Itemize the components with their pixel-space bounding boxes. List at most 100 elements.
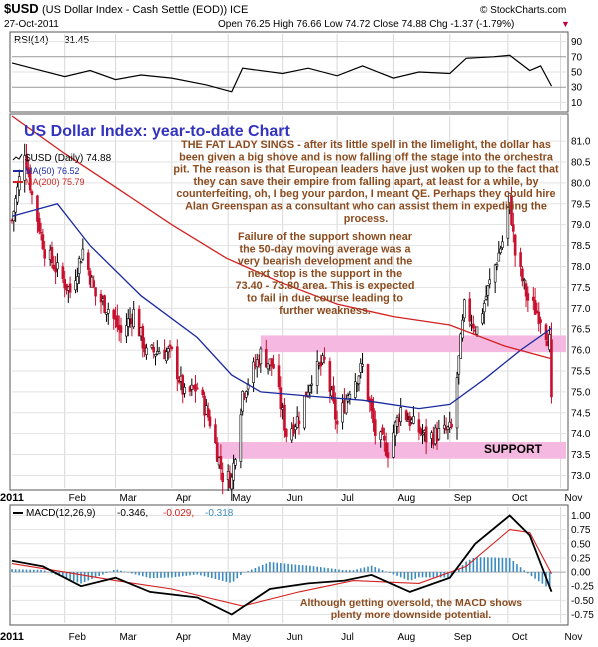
price-legend-icon (12, 153, 23, 161)
price-candle (259, 348, 263, 365)
month-axis-bottom: 2011 Feb Mar Apr May Jun Jul Aug Sep Oct Nov (0, 631, 582, 643)
axis-month-label: Nov (565, 493, 583, 504)
macd-hist-bar (374, 567, 377, 573)
price-candle (379, 431, 383, 441)
price-candle (392, 432, 395, 458)
price-candle (359, 363, 363, 373)
macd-hist-bar (516, 564, 518, 573)
macd-hist-bar (200, 572, 202, 576)
chart-symbol: $USD (4, 1, 39, 16)
macd-hist-bar (141, 572, 144, 577)
price-candle (290, 428, 294, 441)
axis-month-label: Jun (287, 493, 303, 504)
price-candle (181, 375, 185, 395)
price-candle (370, 399, 373, 411)
macd-hist-bar (316, 566, 318, 573)
macd-hist-bar (32, 569, 35, 573)
macd-tick-label: 0.00 (571, 568, 591, 579)
macd-hist-bar (72, 572, 75, 581)
axis-month-label: Apr (176, 632, 192, 643)
macd-hist-bar (181, 572, 184, 577)
price-candle (297, 420, 301, 425)
price-candle (126, 318, 130, 327)
macd-hist-bar (287, 563, 289, 573)
price-candle (335, 420, 339, 425)
axis-month-label: Jul (341, 632, 354, 643)
price-candle (357, 375, 361, 385)
macd-hist-bar (396, 572, 398, 576)
macd-label: MACD(12,26,9) (26, 508, 95, 519)
price-candle (116, 315, 119, 328)
price-candle (150, 344, 154, 348)
price-candle (16, 186, 19, 203)
price-candle (61, 266, 65, 279)
macd-hist-bar (319, 567, 322, 573)
macd-hist-bar (548, 572, 551, 589)
macd-hist-bar (18, 569, 21, 573)
price-candle (137, 308, 141, 337)
macd-panel: 1.00 0.75 0.50 0.25 0.00 -0.25 -0.50 -0.75 MACD… (9, 504, 594, 626)
macd-hist-bar (338, 569, 340, 573)
macd-hist-bar (385, 571, 387, 573)
macd-hist-bar (370, 565, 373, 573)
price-candle (241, 391, 244, 412)
price-candle (86, 252, 90, 270)
price-candle (219, 455, 223, 470)
macd-hist-bar (83, 572, 86, 582)
rsi-label: RSI(14) (14, 35, 48, 46)
price-candle (252, 361, 255, 383)
macd-hist-bar (458, 568, 460, 573)
commentary-support: Failure of the support shown near the 50-… (236, 231, 415, 317)
resistance-zone (260, 335, 566, 353)
macd-tick-label: 0.25 (571, 553, 591, 564)
price-tick-label: 79.5 (571, 199, 591, 210)
axis-month-label: Oct (512, 632, 528, 643)
macd-hist-bar (40, 569, 42, 573)
price-candle (195, 387, 199, 390)
macd-hist-bar (156, 572, 159, 578)
price-candle (41, 234, 45, 250)
macd-hist-bar (367, 566, 369, 573)
price-candle (524, 283, 528, 297)
macd-hist-bar (334, 569, 337, 573)
macd-hist-bar (80, 572, 82, 584)
rsi-line (11, 54, 553, 93)
price-candle (152, 346, 155, 353)
price-candle (56, 262, 59, 270)
macd-hist-bar (425, 572, 427, 578)
price-candle (424, 426, 428, 443)
macd-hist-bar (523, 570, 526, 573)
macd-hist-bar (91, 572, 93, 579)
macd-hist-bar (352, 570, 355, 573)
macd-hist-bar (232, 572, 235, 582)
macd-hist-bar (276, 562, 278, 573)
price-candle (522, 279, 526, 281)
price-candle (283, 404, 286, 431)
price-candle (99, 293, 103, 303)
price-candle (112, 309, 116, 319)
macd-hist-bar (537, 572, 540, 582)
price-tick-label: 73.5 (571, 450, 591, 461)
macd-hist-bar (160, 572, 162, 578)
macd-hist-bar (43, 570, 46, 573)
macd-hist-bar (309, 565, 311, 573)
macd-hist-bar (530, 572, 533, 577)
price-tick-label: 80.0 (571, 178, 591, 189)
macd-hist-bar (349, 570, 351, 573)
macd-hist-bar (483, 557, 486, 573)
price-candle (510, 195, 513, 225)
ma200-line (11, 115, 552, 360)
macd-hist-bar (399, 572, 402, 578)
price-tick-label: 73.0 (571, 471, 591, 482)
axis-month-label: Aug (397, 493, 415, 504)
macd-hist-bar (236, 572, 239, 579)
macd-hist-bar (432, 572, 435, 578)
macd-hist-bar (421, 572, 424, 578)
price-candle (412, 416, 415, 424)
rsi-tick-label: 90 (571, 37, 583, 48)
macd-hist-bar (359, 568, 362, 573)
macd-hist-bar (527, 572, 529, 574)
axis-month-label: Aug (397, 632, 415, 643)
price-candle (373, 419, 377, 436)
macd-hist-bar (149, 572, 151, 579)
